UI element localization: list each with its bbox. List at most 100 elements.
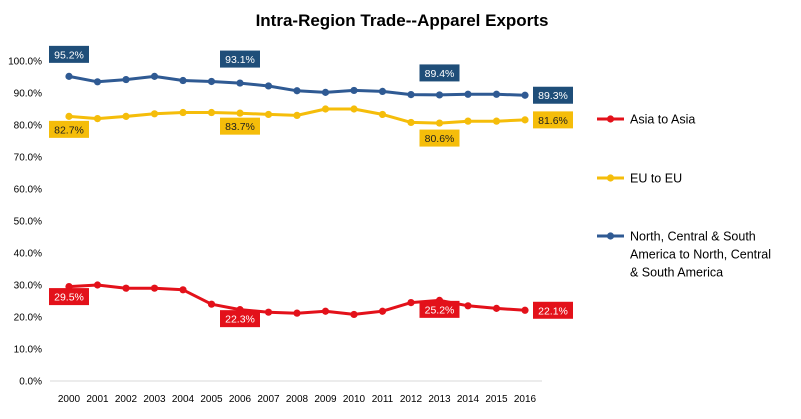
data-point <box>350 86 358 95</box>
legend-item: EU to EU <box>597 172 682 186</box>
series-layer <box>65 72 529 319</box>
data-label: 89.3% <box>533 86 573 104</box>
data-point <box>150 72 159 80</box>
data-label-box <box>49 288 89 306</box>
data-point <box>207 77 216 86</box>
x-tick-label: 2015 <box>485 394 508 405</box>
x-tick-label: 2012 <box>400 394 423 405</box>
data-label-text: 93.1% <box>225 54 255 66</box>
data-label-box <box>49 120 89 138</box>
legend-label: Asia to Asia <box>630 113 695 127</box>
data-point <box>65 72 73 80</box>
data-point <box>407 118 415 127</box>
data-label-box <box>419 300 460 318</box>
data-label-box <box>533 301 573 319</box>
data-point <box>236 79 244 87</box>
data-label-text: 89.4% <box>425 68 455 80</box>
data-label-text: 89.3% <box>538 90 568 102</box>
data-point <box>207 300 216 308</box>
data-point <box>293 111 301 119</box>
data-point <box>65 112 73 120</box>
data-labels: 29.5% 22.3% 25.2% 22.1% 82.7% 83.7% 80.6% 81.6%… <box>49 45 573 328</box>
series-2 <box>65 105 529 127</box>
x-axis: 2000 2001 2002 2003 2004 2005 2006 2007 2008 2009… <box>50 380 542 405</box>
series-3 <box>65 72 529 99</box>
x-tick-label: 2016 <box>514 394 537 405</box>
data-label-box <box>220 50 260 68</box>
data-point <box>521 116 529 124</box>
x-tick-label: 2001 <box>86 394 109 405</box>
y-tick-label: 10.0% <box>14 345 42 356</box>
data-point <box>179 108 187 117</box>
data-point <box>464 117 472 125</box>
y-tick-label: 70.0% <box>14 153 42 164</box>
x-tick-label: 2004 <box>172 394 195 405</box>
data-point <box>150 284 159 292</box>
data-point <box>179 286 187 294</box>
data-label: 82.7% <box>49 120 89 138</box>
data-label-box <box>533 111 573 129</box>
data-point <box>264 308 273 316</box>
y-tick-label: 40.0% <box>14 249 42 260</box>
data-point <box>207 108 216 117</box>
data-point <box>122 75 130 84</box>
y-tick-label: 60.0% <box>14 185 42 196</box>
y-tick-label: 30.0% <box>14 281 42 292</box>
data-label-text: 95.2% <box>54 49 84 61</box>
x-tick-label: 2005 <box>200 394 223 405</box>
chart-title: Intra-Region Trade--Apparel Exports <box>256 11 549 30</box>
x-tick-label: 2002 <box>115 394 138 405</box>
legend-marker <box>606 115 615 123</box>
legend-marker <box>606 174 615 182</box>
data-label-text: 82.7% <box>54 124 84 136</box>
data-point <box>150 110 159 118</box>
data-point <box>435 119 444 127</box>
legend-label: EU to EU <box>630 172 682 186</box>
data-point <box>179 76 187 85</box>
data-point <box>122 112 130 120</box>
data-point <box>350 310 358 319</box>
y-tick-label: 20.0% <box>14 313 42 324</box>
y-tick-label: 90.0% <box>14 89 42 100</box>
x-tick-label: 2003 <box>143 394 166 405</box>
data-label: 22.1% <box>533 301 573 319</box>
data-point <box>435 91 444 99</box>
data-point <box>264 82 273 90</box>
data-label-text: 81.6% <box>538 115 568 127</box>
data-point <box>93 281 102 289</box>
legend-marker <box>606 232 615 240</box>
data-point <box>321 105 330 113</box>
data-point <box>350 105 358 113</box>
y-tick-label: 80.0% <box>14 121 42 132</box>
data-point <box>407 299 415 307</box>
data-label: 95.2% <box>49 45 89 63</box>
data-label-box <box>419 129 460 147</box>
y-tick-label: 0.0% <box>19 377 42 388</box>
data-point <box>236 109 244 117</box>
legend-label: North, Central & South <box>630 230 756 244</box>
data-point <box>93 115 102 123</box>
x-tick-label: 2009 <box>314 394 337 405</box>
data-label-box <box>533 86 573 104</box>
data-label-box <box>49 45 89 63</box>
data-label-box <box>220 117 260 135</box>
data-label: 89.4% <box>419 64 460 82</box>
x-tick-label: 2007 <box>257 394 280 405</box>
data-point <box>321 88 330 96</box>
data-point <box>293 87 301 95</box>
x-tick-label: 2011 <box>372 394 394 405</box>
data-point <box>122 284 130 292</box>
data-point <box>93 78 102 86</box>
legend-label: America to North, Central <box>630 248 771 262</box>
data-point <box>264 110 273 119</box>
data-point <box>521 306 529 314</box>
data-point <box>464 90 472 98</box>
data-point <box>492 304 501 312</box>
data-label: 93.1% <box>220 50 260 68</box>
data-label-text: 22.3% <box>225 314 255 326</box>
x-tick-label: 2013 <box>428 394 451 405</box>
data-label: 80.6% <box>419 129 460 147</box>
data-label-text: 25.2% <box>425 304 455 316</box>
data-point <box>492 90 501 98</box>
